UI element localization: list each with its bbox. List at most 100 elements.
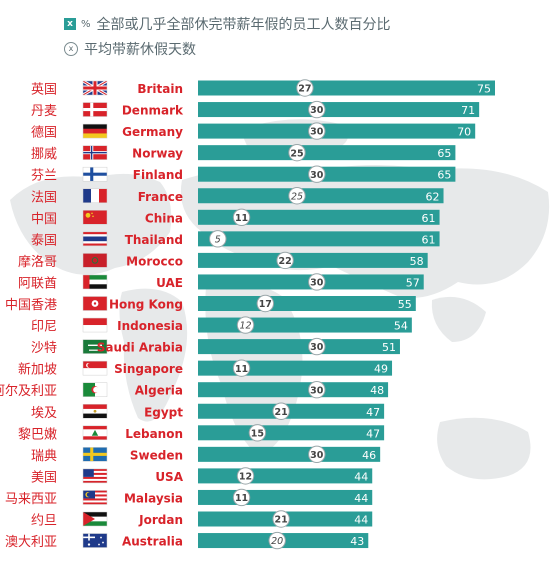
- bar: [198, 360, 393, 376]
- days-circle: [232, 359, 251, 377]
- country-name-cn: 约旦: [31, 514, 57, 529]
- days-value-label: 11: [235, 493, 248, 504]
- days-circle: [288, 143, 306, 162]
- bar: [198, 317, 412, 333]
- bar: [198, 80, 495, 96]
- chart-row: 德国 Germany 70 30: [31, 122, 476, 141]
- country-name-cn: 挪威: [31, 147, 57, 162]
- country-name-cn: 法国: [31, 190, 57, 205]
- saudi-arabia-flag: [82, 339, 108, 354]
- days-value-label: 30: [310, 105, 324, 116]
- usa-flag: [82, 468, 108, 484]
- singapore-flag: [82, 360, 108, 376]
- country-name-en: Finland: [133, 168, 183, 182]
- bar: [198, 123, 476, 139]
- chart-row: 阿尔及利亚 Algeria 48 30: [0, 381, 389, 399]
- days-circle: [308, 273, 326, 291]
- legend-bar-swatch: x: [64, 18, 76, 30]
- chart-row: 印尼 Indonesia 54 12: [31, 316, 412, 335]
- country-name-cn: 泰国: [31, 233, 57, 248]
- days-value-label: 30: [310, 127, 324, 138]
- chart-row: 新加坡 Singapore 49 11: [18, 359, 393, 378]
- country-name-en: UAE: [156, 276, 183, 290]
- days-value-label: 30: [310, 278, 324, 289]
- bar: [198, 166, 456, 182]
- days-circle: [296, 79, 314, 97]
- country-name-en: Denmark: [122, 104, 184, 118]
- chart-row: 美国 USA 44 12: [31, 467, 373, 485]
- indonesia-flag: [82, 317, 108, 333]
- denmark-flag: [82, 102, 108, 117]
- chart-row: 瑞典 Sweden 46 30: [31, 445, 381, 464]
- country-name-en: Jordan: [138, 513, 183, 527]
- country-name-en: Malaysia: [124, 491, 183, 505]
- country-name-cn: 新加坡: [18, 362, 57, 378]
- bar-value-label: 55: [398, 298, 412, 311]
- chart-row: 挪威 Norway 65 25: [31, 143, 456, 162]
- days-value-label: 21: [275, 515, 288, 526]
- days-circle: [236, 316, 255, 334]
- days-circle: [308, 100, 326, 119]
- bar-value-label: 44: [354, 514, 368, 527]
- country-name-cn: 中国香港: [5, 298, 57, 313]
- days-circle: [308, 337, 326, 356]
- country-name-en: Britain: [137, 82, 183, 96]
- bar-value-label: 51: [382, 341, 396, 354]
- country-name-cn: 德国: [31, 126, 57, 141]
- country-name-cn: 阿尔及利亚: [0, 384, 57, 399]
- hong-kong-flag: [82, 296, 108, 311]
- sweden-flag: [82, 447, 108, 462]
- chart-row: 沙特 Saudi Arabia 51 30: [31, 337, 400, 356]
- finland-flag: [82, 166, 108, 182]
- country-name-en: Singapore: [114, 362, 183, 376]
- bar-value-label: 70: [457, 126, 471, 139]
- uae-flag: [82, 274, 108, 290]
- bar: [198, 231, 440, 247]
- bar-value-label: 57: [406, 276, 420, 289]
- bar-value-label: 65: [437, 147, 451, 160]
- bar-value-label: 75: [477, 83, 491, 96]
- thailand-flag: [82, 231, 108, 247]
- country-name-en: Australia: [122, 535, 183, 549]
- days-circle: [256, 294, 275, 313]
- legend-percent-symbol: %: [81, 18, 91, 30]
- days-circle: [272, 402, 290, 420]
- country-name-en: Morocco: [126, 254, 183, 268]
- days-value-label: 22: [279, 256, 292, 267]
- days-circle: [236, 467, 255, 485]
- country-name-en: Egypt: [144, 405, 183, 419]
- jordan-flag: [82, 511, 108, 527]
- legend-bars: x % 全部或几乎全部休完带薪年假的员工人数百分比: [64, 15, 391, 33]
- country-name-en: Indonesia: [117, 319, 183, 333]
- country-name-en: USA: [155, 470, 183, 484]
- days-circle: [268, 531, 286, 550]
- legend-circles: x 平均带薪休假天数: [64, 40, 196, 58]
- china-flag: [82, 210, 108, 225]
- days-value-label: 20: [271, 536, 283, 547]
- country-name-en: Algeria: [135, 384, 183, 398]
- country-name-cn: 澳大利亚: [5, 534, 57, 550]
- days-circle: [272, 510, 290, 528]
- bar-value-label: 48: [370, 384, 384, 397]
- days-circle: [209, 230, 227, 248]
- chart-row: 中国香港 Hong Kong 55 17: [5, 294, 416, 313]
- days-value-label: 30: [310, 170, 324, 181]
- lebanon-flag: [82, 425, 108, 441]
- chart-row: 法国 France 62 25: [31, 187, 444, 205]
- country-name-en: Lebanon: [125, 427, 183, 441]
- days-value-label: 11: [235, 364, 248, 375]
- germany-flag: [82, 123, 108, 139]
- country-name-cn: 英国: [31, 83, 57, 98]
- chart-row: 摩洛哥 Morocco 58 22: [18, 251, 428, 270]
- country-name-en: France: [138, 190, 183, 204]
- country-name-cn: 阿联酋: [18, 275, 57, 291]
- country-name-cn: 印尼: [31, 320, 57, 335]
- uk-flag: [82, 80, 108, 96]
- days-value-label: 12: [239, 472, 252, 483]
- days-circle: [308, 381, 326, 399]
- morocco-flag: [82, 253, 108, 268]
- bar: [198, 145, 456, 161]
- country-name-en: Thailand: [125, 233, 183, 247]
- chart-row: 中国 China 61 11: [31, 208, 440, 227]
- bar: [198, 188, 444, 204]
